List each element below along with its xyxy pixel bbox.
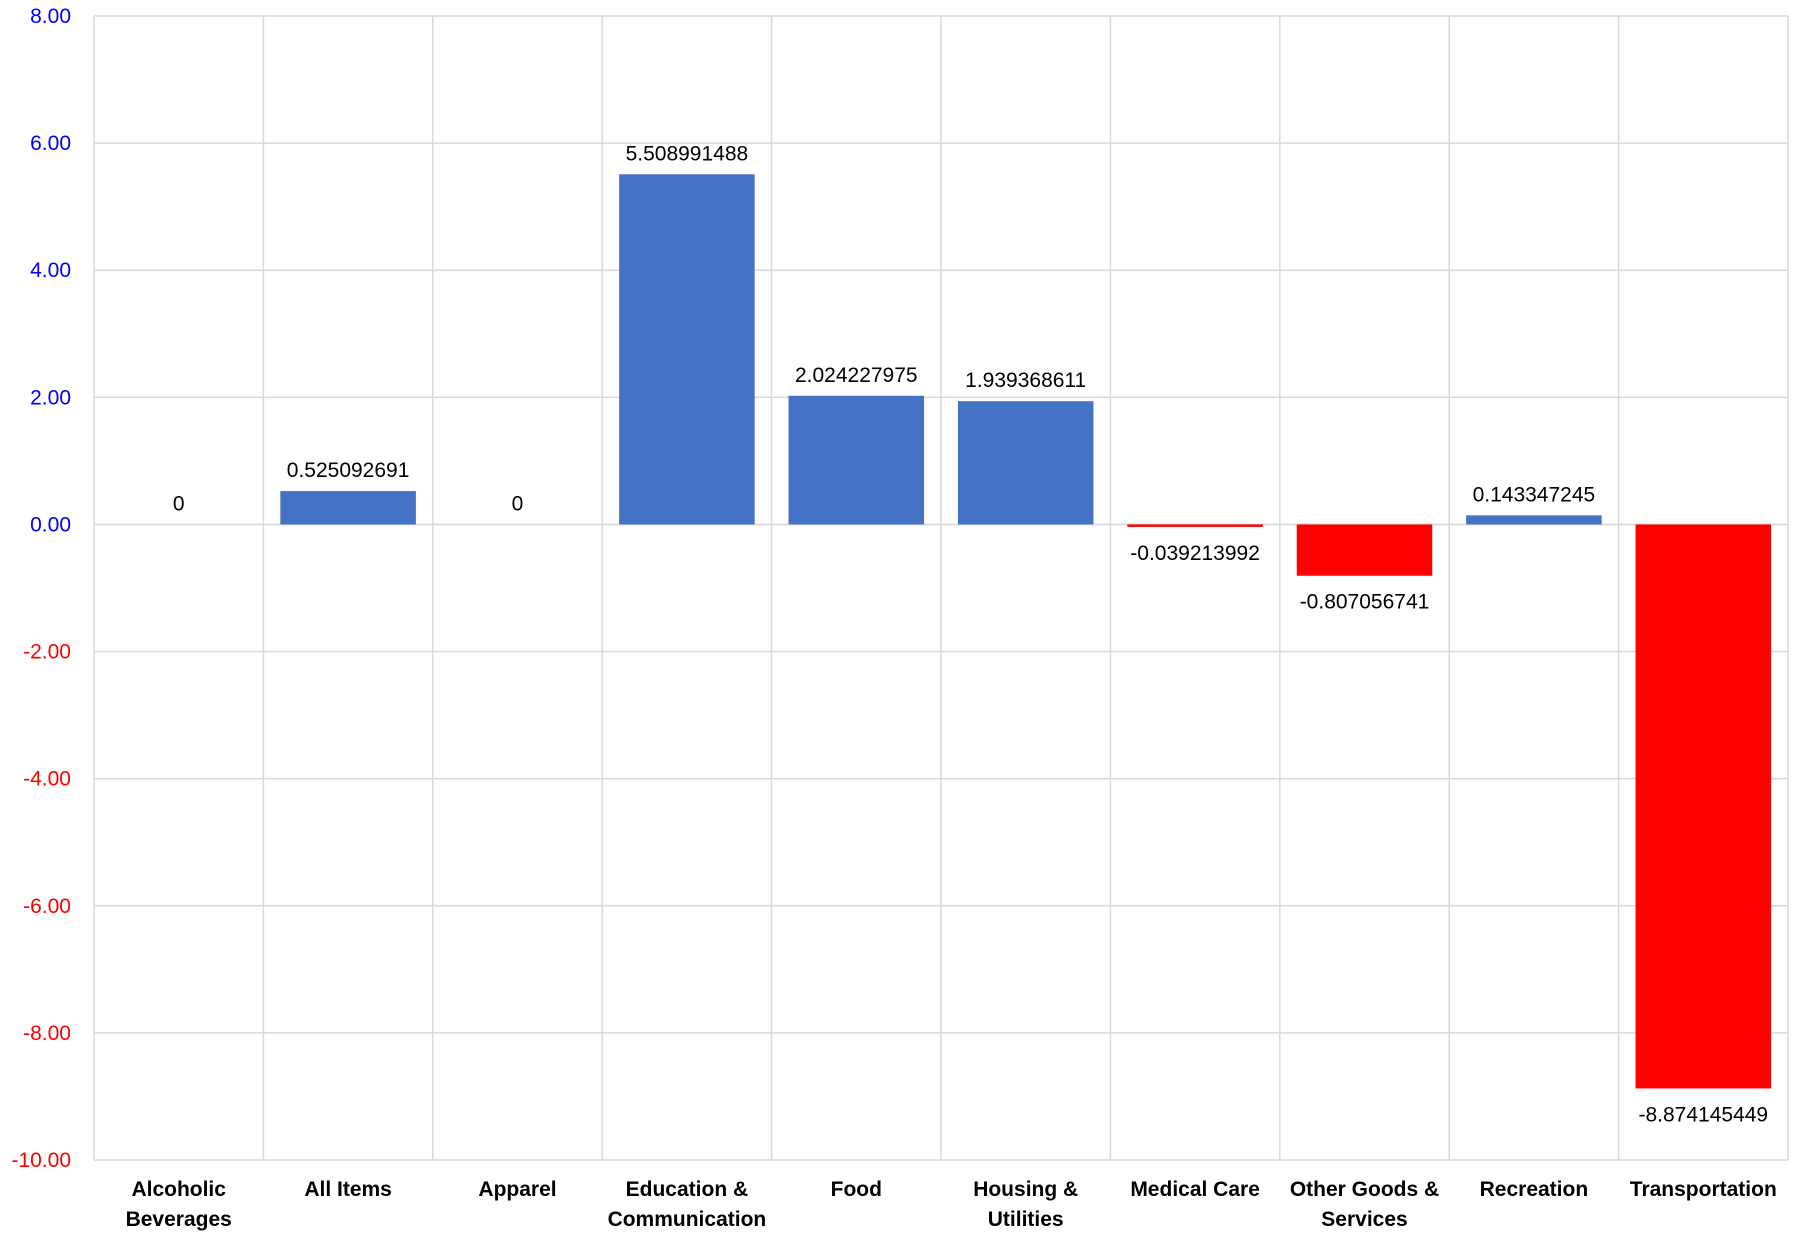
bar-recreation	[1466, 515, 1602, 525]
y-tick-label: -6.00	[23, 895, 71, 918]
category-label-other-goods-and-services: Other Goods & Services	[1290, 1178, 1439, 1231]
data-labels: 0 0.525092691 0 5.508991488 2.024227975 1.939…	[173, 142, 1768, 1126]
y-tick-label: 8.00	[30, 5, 71, 28]
y-tick-label: -4.00	[23, 768, 71, 791]
category-label-all-items: All Items	[304, 1178, 392, 1201]
bar-all-items	[280, 491, 416, 525]
data-label-housing-and-utilities: 1.939368611	[965, 369, 1086, 392]
data-label-recreation: 0.143347245	[1473, 483, 1596, 506]
category-label-food: Food	[831, 1178, 882, 1201]
y-tick-label: -8.00	[23, 1022, 71, 1045]
data-label-food: 2.024227975	[795, 364, 918, 387]
category-label-apparel: Apparel	[478, 1178, 556, 1201]
data-label-alcoholic-beverages: 0	[173, 492, 185, 515]
bar-other-goods-and-services	[1296, 524, 1433, 576]
gridlines	[93, 15, 1789, 1161]
data-label-other-goods-and-services: -0.807056741	[1300, 591, 1430, 614]
data-label-transportation: -8.874145449	[1638, 1103, 1768, 1126]
y-axis-ticks: 8.00 6.00 4.00 2.00 0.00 -2.00 -4.00 -6.00 -8.00…	[11, 5, 71, 1172]
data-label-apparel: 0	[512, 492, 524, 515]
data-label-medical-care: -0.039213992	[1130, 542, 1260, 565]
bar-education-and-communication	[619, 174, 755, 525]
category-label-recreation: Recreation	[1480, 1178, 1589, 1201]
category-label-housing-and-utilities: Housing & Utilities	[973, 1178, 1078, 1231]
bars	[280, 174, 1772, 1089]
y-tick-label: 6.00	[30, 132, 71, 155]
category-label-alcoholic-beverages: Alcoholic Beverages	[126, 1178, 232, 1231]
y-tick-label: -10.00	[11, 1149, 71, 1172]
data-label-education-and-communication: 5.508991488	[626, 142, 749, 165]
y-tick-label: 4.00	[30, 259, 71, 282]
bar-medical-care	[1127, 524, 1263, 527]
category-labels: Alcoholic Beverages All Items Apparel Educat…	[126, 1178, 1777, 1231]
y-tick-label: -2.00	[23, 641, 71, 664]
category-label-transportation: Transportation	[1630, 1178, 1777, 1201]
bar-food	[788, 395, 925, 525]
category-label-medical-care: Medical Care	[1130, 1178, 1260, 1201]
y-tick-label: 2.00	[30, 386, 71, 409]
category-label-education-and-communication: Education & Communication	[608, 1178, 767, 1231]
data-label-all-items: 0.525092691	[287, 459, 410, 482]
bar-housing-and-utilities	[957, 401, 1094, 525]
y-tick-label: 0.00	[30, 513, 71, 536]
bar-transportation	[1635, 524, 1772, 1089]
